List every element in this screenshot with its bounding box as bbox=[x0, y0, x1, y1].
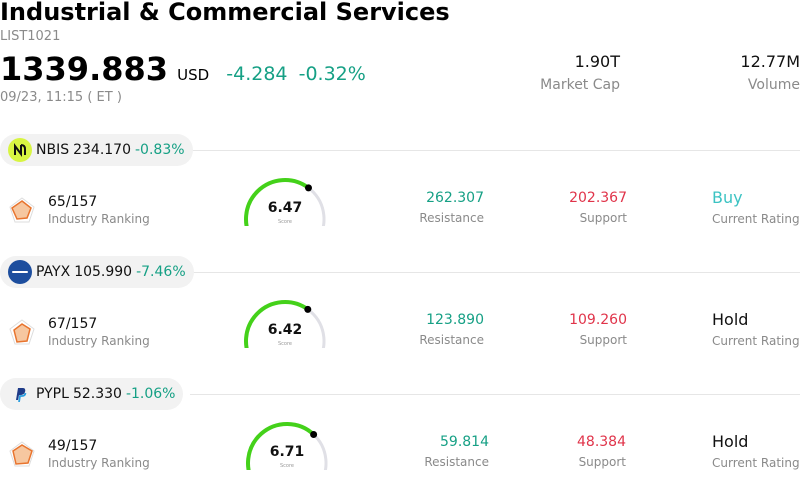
score-label: Score bbox=[277, 219, 292, 225]
resistance-label: Resistance bbox=[419, 211, 484, 225]
gauge-fill bbox=[246, 422, 316, 470]
stock-change-percent: -0.83% bbox=[135, 142, 185, 158]
stock-change-percent: -1.06% bbox=[125, 386, 176, 402]
industry-rank: 67/157 bbox=[48, 316, 98, 332]
current-rating-value: Hold bbox=[712, 310, 749, 329]
stock-header-pypl: PYPL 52.330 -1.06% bbox=[0, 378, 800, 410]
current-rating-block: Buy Current Rating bbox=[712, 188, 800, 226]
current-rating-block: Hold Current Rating bbox=[712, 432, 800, 470]
current-rating-label: Current Rating bbox=[712, 212, 800, 226]
price-change-percent: -0.32% bbox=[298, 63, 366, 85]
stock-metrics-nbis: 65/157 Industry Ranking 6.47 Score 262.3… bbox=[0, 178, 800, 250]
support-block: 202.367 Support bbox=[547, 190, 627, 225]
gauge-marker bbox=[304, 305, 312, 313]
current-rating-label: Current Rating bbox=[712, 456, 800, 470]
support-value: 202.367 bbox=[569, 190, 627, 206]
support-label: Support bbox=[579, 333, 627, 347]
industry-rank-label: Industry Ranking bbox=[48, 212, 150, 226]
index-price: 1339.883 bbox=[0, 50, 169, 88]
gauge-fill bbox=[244, 300, 309, 348]
market-cap-label: Market Cap bbox=[540, 77, 620, 93]
page-title: Industrial & Commercial Services bbox=[0, 0, 450, 26]
volume-label: Volume bbox=[747, 77, 800, 93]
price-change: -4.284 bbox=[226, 63, 288, 85]
resistance-value: 262.307 bbox=[426, 190, 484, 206]
score-label: Score bbox=[279, 463, 294, 469]
divider bbox=[190, 394, 800, 395]
paychex-logo-icon bbox=[8, 260, 32, 284]
gauge-fill bbox=[244, 178, 310, 226]
volume-value: 12.77M bbox=[740, 52, 800, 71]
timestamp: 09/23, 11:15 ( ET ) bbox=[0, 90, 122, 105]
stock-change-percent: -7.46% bbox=[136, 264, 186, 280]
stock-metrics-pypl: 49/157 Industry Ranking 6.71 Score 59.81… bbox=[0, 422, 800, 488]
resistance-value: 59.814 bbox=[440, 434, 489, 450]
support-label: Support bbox=[579, 211, 627, 225]
resistance-block: 59.814 Resistance bbox=[409, 434, 489, 469]
gauge-marker bbox=[310, 431, 318, 439]
score-gauge bbox=[244, 178, 326, 226]
current-rating-value: Hold bbox=[712, 432, 749, 451]
stock-price: 52.330 bbox=[72, 386, 122, 402]
stock-chip-pypl[interactable]: PYPL 52.330 -1.06% bbox=[0, 378, 184, 410]
resistance-value: 123.890 bbox=[426, 312, 484, 328]
stock-ticker: PAYX bbox=[36, 264, 71, 280]
support-value: 48.384 bbox=[577, 434, 626, 450]
radar-chart-icon bbox=[9, 319, 35, 345]
score-gauge bbox=[246, 422, 328, 470]
stock-price: 234.170 bbox=[73, 142, 131, 158]
score-value: 6.71 bbox=[269, 444, 305, 460]
score-value: 6.47 bbox=[267, 200, 303, 216]
current-rating-value: Buy bbox=[712, 188, 743, 207]
industry-rank-label: Industry Ranking bbox=[48, 334, 150, 348]
stock-ticker: NBIS bbox=[36, 142, 70, 158]
stock-ticker: PYPL bbox=[36, 386, 69, 402]
score-label: Score bbox=[277, 341, 292, 347]
volume-stat: 12.77M Volume bbox=[700, 52, 800, 93]
resistance-label: Resistance bbox=[424, 455, 489, 469]
radar-chart-icon bbox=[9, 441, 35, 467]
industry-rank: 65/157 bbox=[48, 194, 98, 210]
divider bbox=[190, 150, 800, 151]
stock-chip-nbis[interactable]: NBIS 234.170 -0.83% bbox=[0, 134, 193, 166]
price-row: 1339.883 USD -4.284 -0.32% bbox=[0, 50, 366, 88]
nebius-logo-icon bbox=[8, 138, 32, 162]
radar-chart-icon bbox=[9, 197, 35, 223]
stock-header-payx: PAYX 105.990 -7.46% bbox=[0, 256, 800, 288]
stock-metrics-payx: 67/157 Industry Ranking 6.42 Score 123.8… bbox=[0, 300, 800, 372]
support-block: 109.260 Support bbox=[547, 312, 627, 347]
resistance-block: 123.890 Resistance bbox=[404, 312, 484, 347]
paypal-logo-icon bbox=[8, 382, 32, 406]
currency-label: USD bbox=[177, 66, 210, 84]
list-id: LIST1021 bbox=[0, 29, 61, 44]
current-rating-label: Current Rating bbox=[712, 334, 800, 348]
stock-price: 105.990 bbox=[74, 264, 133, 280]
stock-chip-payx[interactable]: PAYX 105.990 -7.46% bbox=[0, 256, 194, 288]
divider bbox=[190, 272, 800, 273]
industry-rank-label: Industry Ranking bbox=[48, 456, 150, 470]
score-gauge bbox=[244, 300, 326, 348]
resistance-block: 262.307 Resistance bbox=[404, 190, 484, 225]
resistance-label: Resistance bbox=[419, 333, 484, 347]
industry-rank: 49/157 bbox=[48, 438, 98, 454]
market-cap-stat: 1.90T Market Cap bbox=[520, 52, 620, 93]
current-rating-block: Hold Current Rating bbox=[712, 310, 800, 348]
gauge-marker bbox=[304, 184, 312, 192]
support-label: Support bbox=[578, 455, 626, 469]
score-value: 6.42 bbox=[267, 322, 303, 338]
market-cap-value: 1.90T bbox=[574, 52, 620, 71]
support-value: 109.260 bbox=[569, 312, 627, 328]
stock-header-nbis: NBIS 234.170 -0.83% bbox=[0, 134, 800, 166]
support-block: 48.384 Support bbox=[546, 434, 626, 469]
